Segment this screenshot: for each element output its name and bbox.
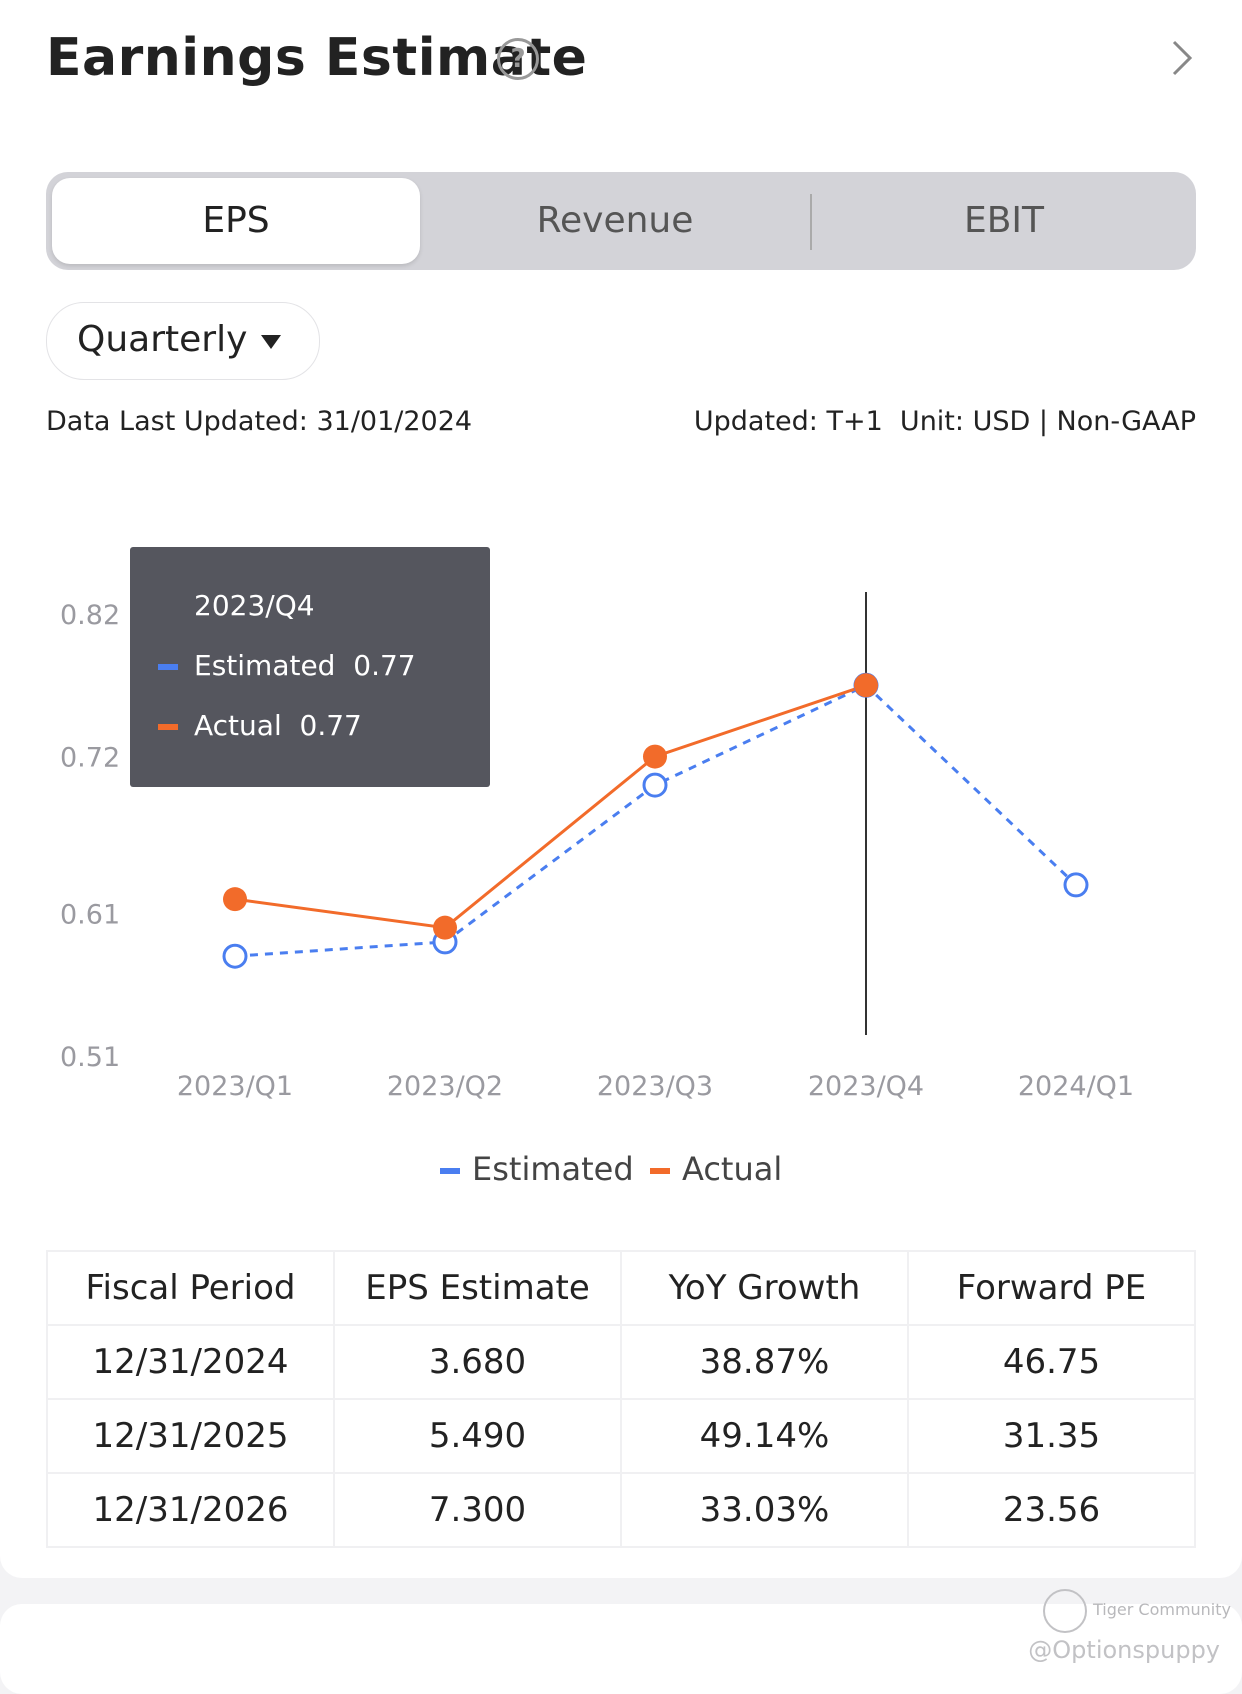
x-tick-label: 2023/Q4 xyxy=(808,1071,924,1102)
x-tick-label: 2023/Q3 xyxy=(597,1071,713,1102)
y-tick-label: 0.61 xyxy=(60,899,120,930)
table-cell: 33.03% xyxy=(620,1472,909,1548)
tooltip-estimated: Estimated 0.77 xyxy=(158,649,416,682)
y-tick-label: 0.51 xyxy=(60,1042,120,1073)
tab-eps[interactable]: EPS xyxy=(52,178,420,264)
estimated-swatch xyxy=(158,664,178,670)
table-header: EPS Estimate xyxy=(333,1250,622,1326)
x-tick-label: 2023/Q2 xyxy=(387,1071,503,1102)
period-dropdown-label: Quarterly xyxy=(77,319,248,360)
legend-estimated-swatch xyxy=(440,1168,460,1174)
tooltip-actual-label: Actual xyxy=(194,709,282,742)
tooltip-estimated-label: Estimated xyxy=(194,649,336,682)
legend-actual[interactable]: Actual xyxy=(650,1150,782,1188)
table-cell: 5.490 xyxy=(333,1398,622,1474)
eps-estimate-table: Fiscal Period EPS Estimate YoY Growth Fo… xyxy=(46,1250,1196,1548)
page-title: Earnings Estimate xyxy=(46,28,588,88)
y-tick-label: 0.72 xyxy=(60,743,120,774)
actual-series-line xyxy=(234,683,867,930)
table-cell: 31.35 xyxy=(907,1398,1196,1474)
actual-point xyxy=(854,673,878,698)
estimated-point xyxy=(642,772,668,798)
tab-ebit[interactable]: EBIT xyxy=(963,200,1045,241)
y-tick-label: 0.82 xyxy=(60,600,120,631)
table-cell: 12/31/2024 xyxy=(46,1324,335,1400)
tab-revenue[interactable]: Revenue xyxy=(536,200,694,241)
actual-point xyxy=(433,915,457,940)
actual-point xyxy=(223,887,247,912)
x-tick-label: 2023/Q1 xyxy=(177,1071,293,1102)
table-header: Fiscal Period xyxy=(46,1250,335,1326)
table-header-row: Fiscal Period EPS Estimate YoY Growth Fo… xyxy=(46,1250,1196,1326)
table-row: 12/31/2024 3.680 38.87% 46.75 xyxy=(46,1324,1196,1400)
legend-actual-swatch xyxy=(650,1168,670,1174)
table-cell: 23.56 xyxy=(907,1472,1196,1548)
x-tick-label: 2024/Q1 xyxy=(1018,1071,1134,1102)
chevron-right-icon[interactable] xyxy=(1162,38,1202,78)
actual-swatch xyxy=(158,724,178,730)
table-row: 12/31/2025 5.490 49.14% 31.35 xyxy=(46,1398,1196,1474)
tiger-logo-icon xyxy=(1043,1589,1087,1633)
estimated-point xyxy=(222,943,248,969)
period-dropdown[interactable]: Quarterly xyxy=(46,302,320,380)
legend-actual-label: Actual xyxy=(682,1150,783,1188)
eps-line-chart[interactable]: 0.82 0.72 0.61 0.51 2023/Q1 2023/Q2 2023/Q3 202… xyxy=(0,480,1242,1120)
table-header: YoY Growth xyxy=(620,1250,909,1326)
legend-estimated-label: Estimated xyxy=(472,1150,634,1188)
table-cell: 46.75 xyxy=(907,1324,1196,1400)
table-cell: 38.87% xyxy=(620,1324,909,1400)
legend-estimated[interactable]: Estimated xyxy=(440,1150,634,1188)
table-cell: 12/31/2025 xyxy=(46,1398,335,1474)
chart-tooltip: 2023/Q4 Estimated 0.77 Actual 0.77 xyxy=(130,547,490,787)
last-updated-text: Data Last Updated: 31/01/2024 xyxy=(46,406,473,437)
tooltip-estimated-value: 0.77 xyxy=(353,649,416,682)
tooltip-period: 2023/Q4 xyxy=(194,589,315,622)
update-info-text: Updated: T+1 Unit: USD | Non-GAAP xyxy=(693,406,1196,437)
caret-down-icon xyxy=(261,335,281,349)
tooltip-actual-value: 0.77 xyxy=(299,709,362,742)
table-header: Forward PE xyxy=(907,1250,1196,1326)
tooltip-actual: Actual 0.77 xyxy=(158,709,362,742)
watermark-handle: @Optionspuppy xyxy=(1028,1636,1220,1664)
table-cell: 49.14% xyxy=(620,1398,909,1474)
actual-point xyxy=(643,744,667,769)
watermark-brand: Tiger Community xyxy=(1093,1600,1231,1619)
help-icon[interactable]: ? xyxy=(497,38,539,80)
table-cell: 12/31/2026 xyxy=(46,1472,335,1548)
metric-tabs: EPS Revenue EBIT xyxy=(46,172,1196,270)
table-row: 12/31/2026 7.300 33.03% 23.56 xyxy=(46,1472,1196,1548)
tab-divider xyxy=(810,194,812,250)
estimated-point xyxy=(1063,872,1089,898)
table-cell: 3.680 xyxy=(333,1324,622,1400)
table-cell: 7.300 xyxy=(333,1472,622,1548)
